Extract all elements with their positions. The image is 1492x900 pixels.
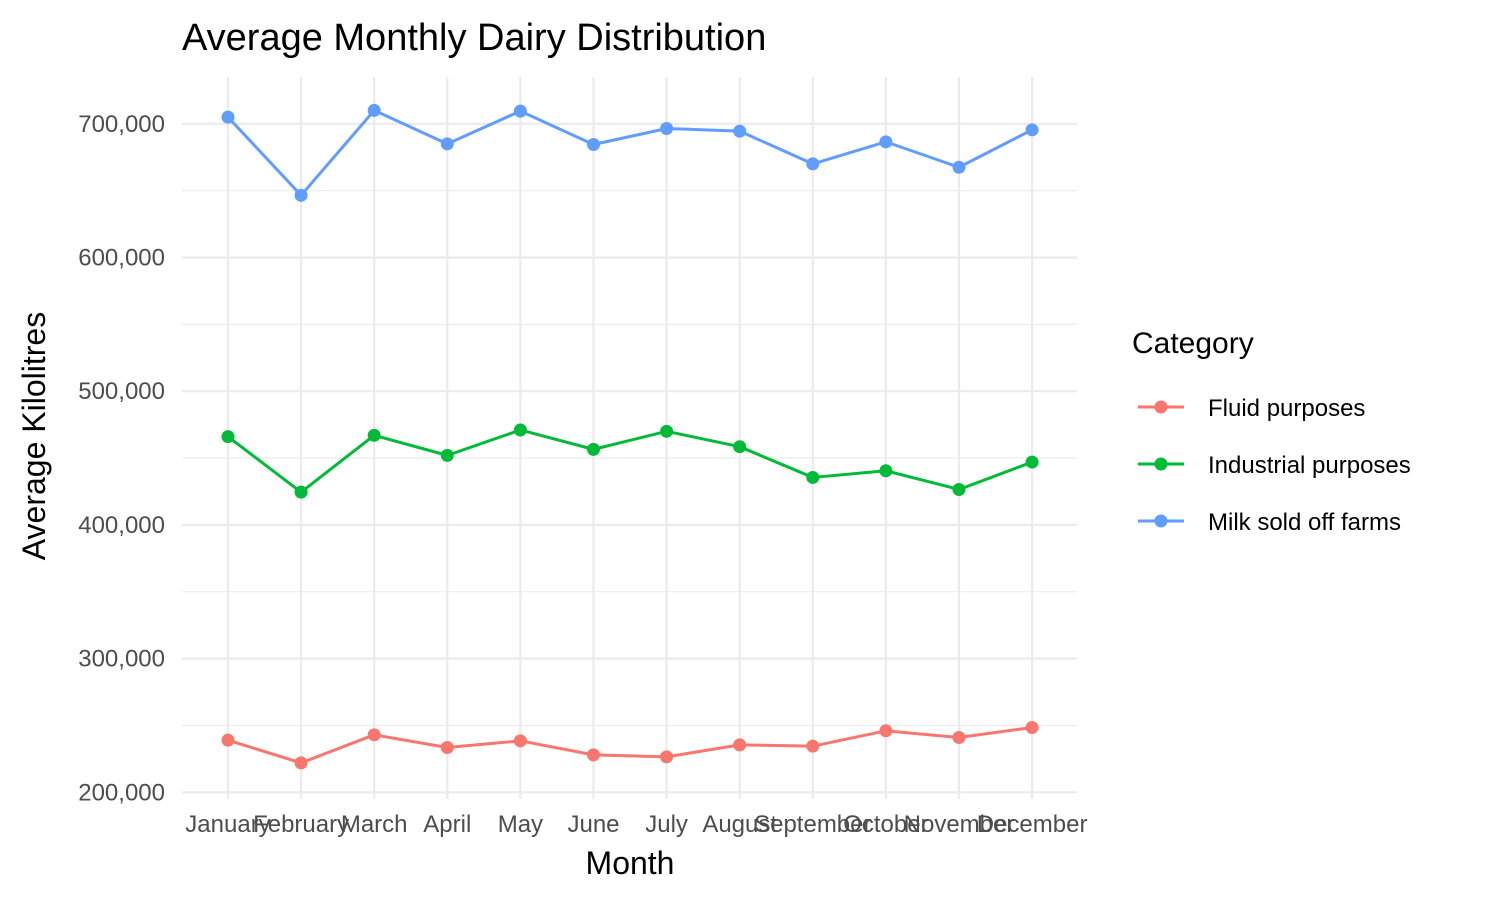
data-point-milk-sold-off-farms — [221, 110, 235, 124]
data-point-fluid-purposes — [1025, 720, 1039, 734]
x-tick-label: January — [185, 811, 270, 838]
x-tick-label: March — [341, 811, 408, 838]
data-point-milk-sold-off-farms — [879, 135, 893, 149]
y-tick-label: 200,000 — [78, 779, 165, 806]
legend-title: Category — [1132, 327, 1254, 360]
series-line-milk-sold-off-farms — [226, 108, 1033, 197]
data-point-fluid-purposes — [587, 748, 600, 762]
data-point-milk-sold-off-farms — [587, 138, 600, 152]
y-tick-label: 500,000 — [78, 378, 165, 405]
series-layer — [221, 103, 1039, 770]
y-tick-label: 700,000 — [78, 111, 165, 138]
legend-label: Fluid purposes — [1208, 395, 1365, 422]
data-point-milk-sold-off-farms — [952, 160, 966, 174]
data-point-fluid-purposes — [221, 733, 235, 747]
legend-label: Milk sold off farms — [1208, 509, 1401, 536]
x-tick-label: February — [253, 811, 349, 838]
x-tick-label: August — [702, 811, 777, 838]
data-point-fluid-purposes — [806, 739, 820, 753]
data-point-industrial-purposes — [587, 442, 600, 456]
data-point-industrial-purposes — [440, 448, 454, 462]
data-point-industrial-purposes — [1025, 455, 1039, 469]
y-tick-label: 400,000 — [78, 512, 165, 539]
x-axis-title: Month — [586, 845, 675, 881]
legend-key-point — [1154, 457, 1168, 471]
data-point-fluid-purposes — [513, 734, 527, 748]
data-point-milk-sold-off-farms — [660, 121, 674, 135]
data-point-industrial-purposes — [294, 485, 308, 499]
data-point-industrial-purposes — [879, 464, 893, 478]
data-point-industrial-purposes — [513, 423, 527, 437]
data-point-milk-sold-off-farms — [513, 104, 527, 118]
data-point-milk-sold-off-farms — [1025, 123, 1039, 137]
legend-key-point — [1154, 514, 1168, 528]
data-point-fluid-purposes — [660, 750, 674, 764]
x-tick-label: July — [645, 811, 688, 838]
data-point-milk-sold-off-farms — [367, 103, 381, 117]
series-line-industrial-purposes — [227, 428, 1033, 494]
data-point-milk-sold-off-farms — [733, 124, 747, 138]
data-point-fluid-purposes — [367, 728, 381, 742]
x-tick-label: June — [567, 811, 619, 838]
data-point-industrial-purposes — [367, 428, 381, 442]
x-tick-label: May — [498, 811, 543, 838]
axis-layer: 200,000 300,000 400,000 500,000 600,000 700,0… — [78, 111, 1087, 838]
data-point-industrial-purposes — [660, 424, 674, 438]
data-point-milk-sold-off-farms — [440, 137, 454, 151]
data-point-fluid-purposes — [440, 741, 454, 755]
x-tick-label: April — [423, 811, 471, 838]
x-tick-label: September — [754, 811, 871, 838]
legend-item: Industrial purposes — [1138, 452, 1411, 479]
data-point-fluid-purposes — [294, 756, 308, 770]
y-tick-label: 300,000 — [78, 646, 165, 673]
y-tick-label: 600,000 — [78, 245, 165, 272]
y-axis-title: Average Kilolitres — [16, 312, 52, 560]
legend: Category Fluid purposes Industrial purpos… — [1132, 327, 1411, 536]
series-line-fluid-purposes — [227, 725, 1033, 765]
x-tick-label: November — [904, 811, 1015, 838]
data-point-fluid-purposes — [733, 738, 747, 752]
data-point-industrial-purposes — [733, 440, 747, 454]
data-point-industrial-purposes — [806, 470, 820, 484]
chart-title: Average Monthly Dairy Distribution — [182, 17, 766, 59]
grid-layer — [182, 77, 1077, 799]
legend-item: Milk sold off farms — [1138, 509, 1401, 536]
legend-label: Industrial purposes — [1208, 452, 1411, 479]
data-point-industrial-purposes — [221, 430, 235, 444]
data-point-milk-sold-off-farms — [294, 188, 308, 202]
x-tick-label: December — [977, 811, 1088, 838]
x-tick-label: October — [843, 811, 928, 838]
legend-item: Fluid purposes — [1138, 395, 1365, 422]
data-point-milk-sold-off-farms — [806, 157, 820, 171]
data-point-fluid-purposes — [879, 724, 893, 738]
data-point-fluid-purposes — [952, 730, 966, 744]
legend-key-point — [1154, 400, 1168, 414]
data-point-industrial-purposes — [952, 482, 966, 496]
